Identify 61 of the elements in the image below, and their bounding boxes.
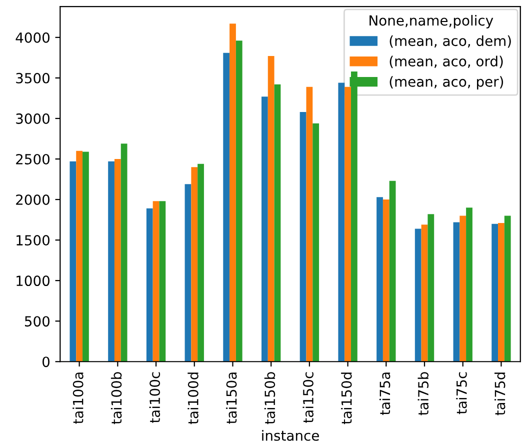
x-tick-label: tai150a	[226, 372, 237, 424]
bar	[230, 24, 236, 362]
bar	[421, 224, 428, 362]
bar	[262, 96, 268, 362]
x-tick-label: tai150d	[341, 372, 352, 424]
bar	[120, 144, 128, 362]
bar	[76, 150, 83, 362]
bar	[389, 180, 396, 362]
x-axis-title: instance	[262, 430, 319, 441]
bar	[108, 161, 114, 362]
bar	[152, 201, 160, 362]
bar	[376, 197, 383, 362]
bar	[159, 201, 166, 362]
x-tick-label: tai150c	[302, 372, 314, 423]
legend-label: (mean, aco, dem)	[390, 35, 511, 48]
x-tick-label: tai75a	[379, 372, 390, 415]
x-tick-label: tai75c	[456, 372, 467, 414]
bar	[191, 167, 198, 362]
legend-label: (mean, aco, per)	[390, 76, 504, 90]
bar	[492, 224, 498, 362]
y-tick-label: 3000	[16, 113, 50, 124]
x-tick-label: tai100d	[188, 372, 198, 424]
bar	[466, 208, 472, 362]
bar	[82, 152, 89, 362]
bar	[312, 123, 320, 362]
y-tick-label: 500	[24, 316, 50, 327]
bar	[114, 158, 121, 362]
x-tick-label: tai75d	[494, 372, 506, 416]
bar	[338, 82, 345, 362]
bar	[414, 228, 422, 362]
bar	[498, 223, 504, 362]
bar	[504, 216, 511, 362]
bar	[70, 161, 76, 362]
bar	[198, 164, 204, 362]
bar	[268, 56, 274, 362]
legend-title: None,name,policy	[370, 14, 494, 28]
y-tick-label: 4000	[16, 32, 50, 43]
x-tick-label: tai100a	[72, 372, 84, 424]
x-tick-label: tai100b	[110, 372, 122, 424]
bar	[223, 52, 230, 362]
x-tick-label: tai150b	[264, 372, 276, 424]
bar	[460, 216, 466, 362]
bar	[184, 184, 192, 362]
bar	[428, 214, 434, 362]
y-tick-label: 2000	[16, 194, 50, 205]
x-tick-label: tai75b	[418, 372, 429, 416]
bar	[300, 112, 306, 362]
bar	[382, 200, 390, 362]
bar	[453, 222, 460, 362]
y-tick-label: 1500	[16, 235, 50, 246]
bar	[146, 208, 153, 362]
y-tick-label: 2500	[16, 154, 50, 164]
bar	[236, 40, 242, 362]
y-tick-label: 0	[42, 356, 50, 368]
bar	[344, 86, 351, 362]
y-tick-label: 3500	[16, 72, 50, 84]
y-tick-label: 1000	[16, 276, 50, 286]
legend-label: (mean, aco, ord)	[390, 56, 503, 68]
bar	[306, 86, 313, 362]
bar	[274, 84, 281, 362]
x-tick-label: tai100c	[149, 372, 160, 423]
